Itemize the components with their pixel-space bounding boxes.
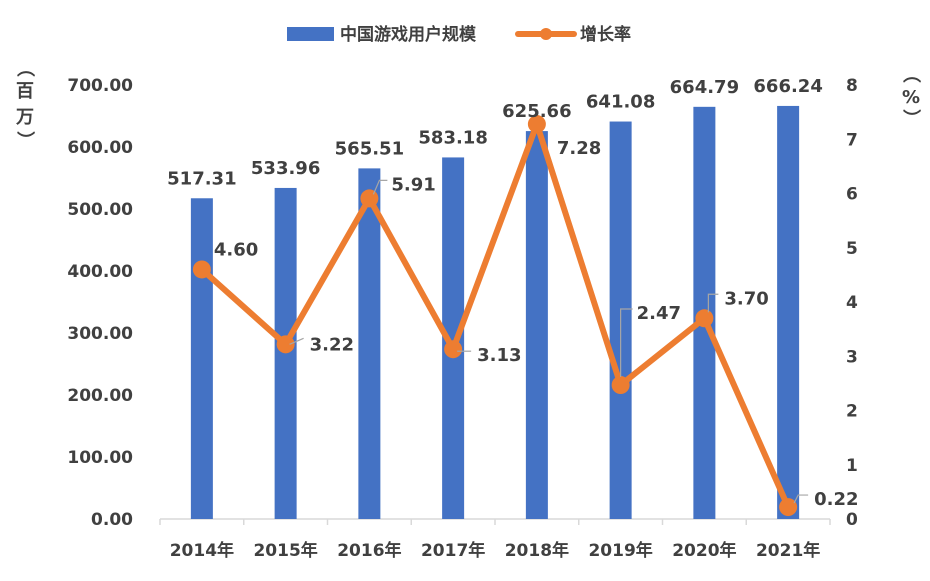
line-value-label: 3.13: [477, 345, 521, 366]
line-value-label: 0.22: [814, 489, 858, 510]
growth-rate-line: [198, 121, 792, 511]
growth-rate-marker: [527, 115, 546, 134]
right-unit-char: ）: [900, 109, 921, 127]
left-unit-char: 百: [16, 81, 34, 102]
right-tick-label: 1: [846, 456, 858, 476]
line-label-leader: [620, 308, 633, 378]
bar-value-label: 517.31: [167, 168, 236, 189]
right-unit-char: %: [902, 87, 920, 108]
right-tick-label: 6: [846, 185, 858, 205]
left-axis-ticks: 0.00 100.00 200.00 300.00 400.00 500.00 600.00…: [67, 76, 133, 530]
right-tick-label: 8: [846, 76, 858, 96]
line-value-label: 7.28: [557, 138, 601, 159]
bar: [777, 105, 800, 519]
right-axis-ticks: 0 1 2 3 4 5 6 7 8: [846, 76, 858, 530]
right-tick-label: 4: [846, 293, 858, 313]
bar: [274, 187, 297, 519]
right-tick-label: 2: [846, 402, 858, 422]
bar-value-label: 664.79: [670, 77, 739, 98]
growth-rate-marker: [695, 309, 714, 328]
left-tick-label: 100.00: [67, 448, 133, 468]
growth-rate-marker: [192, 260, 211, 279]
line-label-leader: [707, 293, 719, 313]
bar-value-label: 533.96: [251, 158, 320, 179]
bar-value-label: 625.66: [502, 101, 571, 122]
growth-rate-marker: [444, 340, 463, 359]
line-value-label: 3.70: [724, 288, 768, 309]
legend-label-bar: 中国游戏用户规模: [340, 24, 477, 45]
bar-value-label: 565.51: [335, 138, 404, 159]
right-tick-label: 5: [846, 239, 858, 259]
legend: 中国游戏用户规模 增长率: [287, 24, 631, 45]
line-series: [192, 115, 798, 517]
bar-value-label: 666.24: [753, 76, 822, 97]
bar: [442, 157, 465, 519]
bar-value-label: 641.08: [586, 92, 655, 113]
x-axis-ticks: 2014年 2015年 2016年 2017年 2018年 2019年 2020年 2021年: [159, 519, 831, 561]
bar-value-label: 583.18: [418, 127, 487, 148]
line-label-leader: [372, 179, 388, 195]
growth-rate-marker: [611, 376, 630, 395]
left-tick-label: 700.00: [67, 76, 133, 96]
x-tick-label: 2017年: [421, 540, 485, 561]
left-tick-label: 200.00: [67, 386, 133, 406]
x-tick-label: 2015年: [253, 540, 317, 561]
x-tick-label: 2019年: [588, 540, 652, 561]
legend-swatch-bar: [287, 27, 334, 41]
x-tick-label: 2018年: [505, 540, 569, 561]
right-unit-char: （: [900, 65, 921, 83]
growth-rate-marker: [360, 189, 379, 208]
x-tick-label: 2021年: [756, 540, 820, 561]
line-value-label: 2.47: [637, 303, 681, 324]
left-tick-label: 600.00: [67, 138, 133, 158]
line-value-label: 5.91: [391, 174, 435, 195]
left-unit-char: ）: [14, 131, 35, 149]
x-tick-label: 2016年: [337, 540, 401, 561]
x-tick-label: 2020年: [672, 540, 736, 561]
right-axis-unit: （ % ）: [900, 65, 921, 127]
line-value-label: 4.60: [214, 239, 258, 260]
legend-swatch-marker: [540, 28, 552, 40]
growth-rate-marker: [276, 335, 295, 354]
left-tick-label: 0.00: [91, 510, 133, 530]
left-unit-char: （: [14, 59, 35, 77]
growth-rate-marker: [779, 498, 798, 517]
left-tick-label: 500.00: [67, 200, 133, 220]
left-axis-unit: （ 百 万 ）: [14, 59, 35, 149]
bar-series: [190, 105, 800, 520]
right-tick-label: 0: [846, 510, 858, 530]
bar: [190, 198, 213, 519]
left-unit-char: 万: [15, 107, 34, 128]
legend-label-line: 增长率: [580, 24, 631, 45]
line-value-label: 3.22: [310, 334, 354, 355]
left-tick-label: 400.00: [67, 262, 133, 282]
right-tick-label: 7: [846, 130, 858, 150]
bar: [358, 168, 381, 520]
line-label-leader: [289, 337, 304, 345]
right-tick-label: 3: [846, 347, 858, 367]
line-label-leader: [793, 494, 809, 504]
bar-data-labels: 517.31 533.96 565.51 583.18 625.66 641.08 664.…: [167, 76, 823, 189]
left-tick-label: 300.00: [67, 324, 133, 344]
line-data-labels: 4.60 3.22 5.91 3.13 7.28 2.47 3.70 0.22: [214, 138, 859, 510]
bar: [525, 131, 548, 519]
x-tick-label: 2014年: [170, 540, 234, 561]
